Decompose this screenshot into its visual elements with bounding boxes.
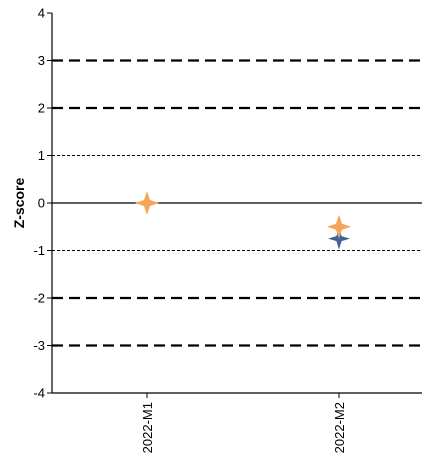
y-tick-label: 3 [38,53,45,68]
y-tick-label: -3 [33,338,45,353]
data-points [135,191,351,250]
y-tick-label: -2 [33,291,45,306]
x-tick-label: 2022-M1 [140,402,155,453]
y-tick-label: 1 [38,148,45,163]
y-axis: -4 -3 -2 -1 0 1 2 3 4 [33,6,52,401]
star-point [135,191,159,215]
y-tick-label: -1 [33,243,45,258]
y-tick-label: 0 [38,196,45,211]
x-axis: 2022-M1 2022-M2 [140,393,347,453]
y-tick-label: 4 [38,6,45,21]
reference-lines [52,59,422,347]
x-tick-label: 2022-M2 [332,402,347,453]
y-tick-label: 2 [38,101,45,116]
y-axis-title: Z-score [11,178,27,229]
star-point [327,214,351,239]
y-tick-label: -4 [33,386,45,401]
